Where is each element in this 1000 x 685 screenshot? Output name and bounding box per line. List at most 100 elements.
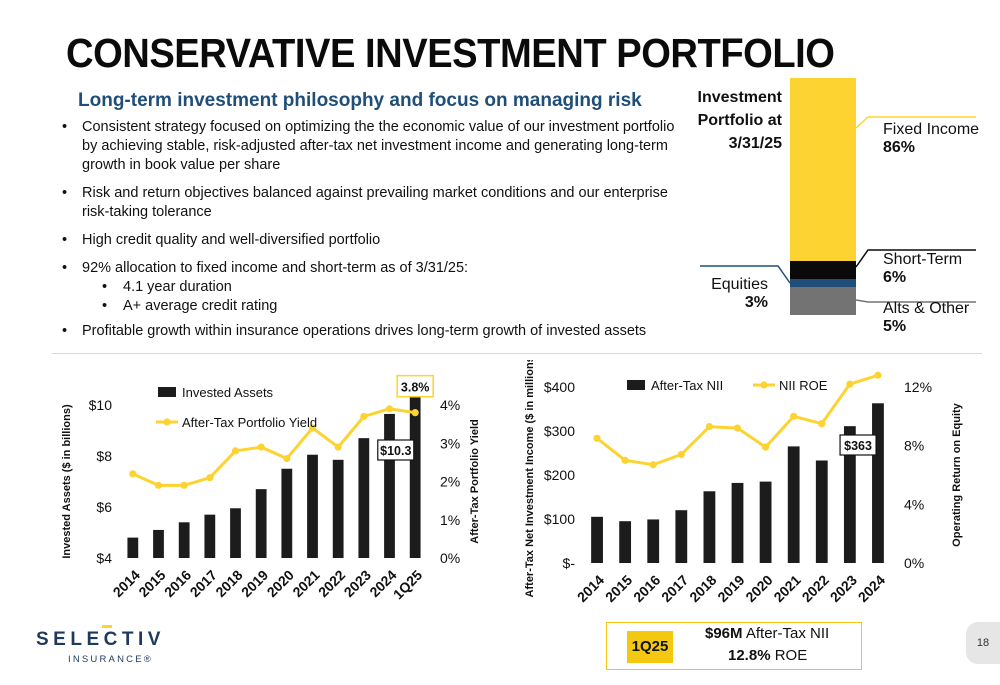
quarter-roe-value: 12.8% [728,647,771,664]
bar [759,481,772,563]
legend-swatch-bar [158,387,176,397]
bullet-item: 92% allocation to fixed income and short… [60,259,675,316]
x-tick-label: 2014 [110,567,143,600]
line-point [818,420,826,428]
sub-bullet-list: 4.1 year duration A+ average credit rati… [82,278,675,316]
x-tick-label: 2018 [212,567,245,600]
segment-percent: 6% [883,269,907,286]
y2-tick-label: 2% [440,474,460,490]
x-tick-label: 2015 [135,567,168,600]
y2-tick-label: 0% [904,555,924,571]
sub-bullet-item: 4.1 year duration [82,278,675,297]
legend-label: NII ROE [779,378,828,393]
bar [703,491,716,563]
section-subtitle: Long-term investment philosophy and focu… [78,90,642,111]
bar [178,522,190,558]
bar [255,489,267,558]
legend-label: After-Tax NII [651,378,723,393]
line-point [874,371,882,379]
quarter-nii-label: After-Tax NII [742,625,830,642]
line-point [621,456,629,464]
segment-percent: 86% [883,139,916,156]
x-tick-label: 2024 [855,572,888,605]
y-axis-title: Invested Assets ($ in billions) [61,404,73,559]
x-tick-label: 2015 [602,572,635,605]
legend-label: After-Tax Portfolio Yield [182,415,317,430]
bar [332,459,344,558]
y2-tick-label: 12% [904,379,932,395]
bullet-item: Risk and return objectives balanced agai… [60,184,675,222]
bullet-text: High credit quality and well-diversified… [82,232,381,248]
y2-axis-title: Operating Return on Equity [951,402,963,546]
x-tick-label: 2022 [315,567,348,600]
y2-axis-title: After-Tax Portfolio Yield [469,419,481,543]
y-tick-label: $8 [96,448,112,464]
bar [409,397,421,558]
quarter-nii-value: $96M [705,625,743,642]
bullet-text: Profitable growth within insurance opera… [82,323,647,339]
y2-tick-label: 0% [440,550,460,566]
logo-tagline: INSURANCE® [68,654,153,665]
bar-callout-box [839,434,877,456]
x-tick-label: 2020 [742,572,775,605]
leader-equities [700,265,791,284]
segment-equities [790,279,856,287]
segment-label: Fixed Income [883,121,980,138]
legend-label: Invested Assets [182,385,274,400]
bar [787,446,800,563]
x-tick-label: 2018 [686,572,719,605]
bar [358,438,370,558]
invested-assets-chart: $4 $6 $8 $10 0% 1% 2% 3% 4% Invested Assets ($ in… [61,374,481,602]
y-tick-label: $100 [544,511,575,527]
bar [307,454,318,558]
bar [230,508,241,558]
after-tax-nii-chart: $- $100 $200 $300 $400 0% 4% 8% 12% After-Tax Net… [524,360,963,605]
x-tick-label: 2016 [630,572,663,605]
bar [281,468,293,558]
y-tick-label: $4 [96,550,112,566]
quarter-tag: 1Q25 [627,631,673,663]
line-point [593,434,601,442]
line-point [257,443,265,451]
y-axis-title: After-Tax Net Investment Income ($ in mi… [524,360,536,597]
y-tick-label: $300 [544,423,575,439]
x-tick-label: 2021 [289,567,322,600]
x-tick-label: 2014 [574,572,607,605]
quarter-nii-line: $96M After-Tax NII [705,625,829,642]
leader-short-term [855,249,976,268]
bullet-text: 92% allocation to fixed income and short… [82,260,469,276]
bullet-item: High credit quality and well-diversified… [60,231,675,250]
line-point [761,443,770,451]
y-tick-label: $400 [544,379,575,395]
line-point [733,424,742,432]
x-tick-label: 2016 [161,567,194,600]
x-tick-label: 2017 [187,567,220,600]
bar [127,537,139,558]
line-point [385,405,394,413]
bar [619,521,632,563]
line-point [677,450,685,459]
y2-tick-label: 4% [440,397,460,413]
line-callout-box [396,374,434,398]
allocation-heading-line: Investment [697,89,782,106]
legend-fixed-income: Fixed Income 86% [883,121,979,157]
leader-alts-other [855,299,976,303]
line-callout-label: 3.8% [401,381,430,395]
x-tick-label: 2023 [341,567,374,600]
segment-alts-other [790,287,856,315]
line-point [283,454,291,463]
strategy-bullet-list: Consistent strategy focused on optimizin… [60,118,675,350]
allocation-heading: Investment Portfolio at 3/31/25 [690,86,782,155]
bullet-item: Consistent strategy focused on optimizin… [60,118,675,175]
x-tick-label: 2019 [238,567,271,600]
segment-label: Equities [711,276,768,293]
legend-alts-other: Alts & Other 5% [883,300,969,336]
line-point [129,470,137,478]
y2-tick-label: 1% [440,512,460,528]
line-point [846,380,854,388]
allocation-stacked-bar [700,78,976,315]
segment-short-term [790,261,856,279]
logo-wordmark: SELECTIVE [36,629,164,650]
y-tick-label: $- [563,555,576,571]
x-tick-label: 2022 [799,572,832,605]
